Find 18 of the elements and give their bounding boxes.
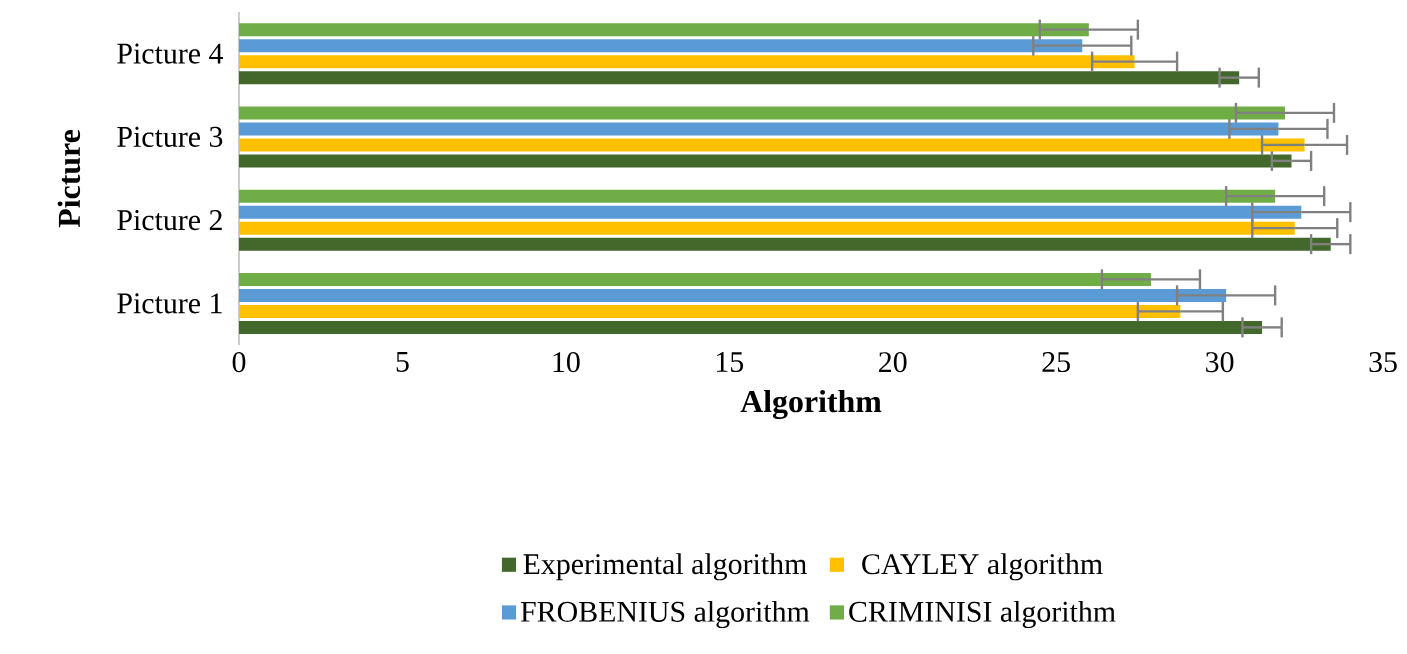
x-tick-label: 5 bbox=[396, 352, 409, 372]
y-tick-label: Picture 3 bbox=[117, 126, 223, 147]
y-tick-label: Picture 2 bbox=[117, 210, 222, 231]
x-tick-label: 0 bbox=[232, 352, 246, 373]
x-tick-label: 15 bbox=[716, 352, 744, 373]
x-axis-title: Algorithm bbox=[740, 389, 882, 420]
x-tick-label: 25 bbox=[1042, 352, 1070, 373]
x-tick-label: 10 bbox=[553, 352, 580, 373]
legend-label: Experimental algorithm bbox=[523, 553, 807, 581]
y-tick-label: Picture 4 bbox=[117, 43, 223, 64]
y-tick-label: Picture 1 bbox=[117, 293, 222, 314]
y-axis-title: Picture bbox=[57, 130, 81, 228]
x-tick-label: 35 bbox=[1369, 352, 1397, 373]
legend-label: FROBENIUS algorithm bbox=[520, 600, 810, 629]
legend-label: CAYLEY algorithm bbox=[862, 553, 1103, 581]
x-tick-label: 30 bbox=[1206, 352, 1234, 373]
x-tick-label: 20 bbox=[879, 352, 907, 373]
legend-label: CRIMINISI algorithm bbox=[849, 600, 1116, 629]
